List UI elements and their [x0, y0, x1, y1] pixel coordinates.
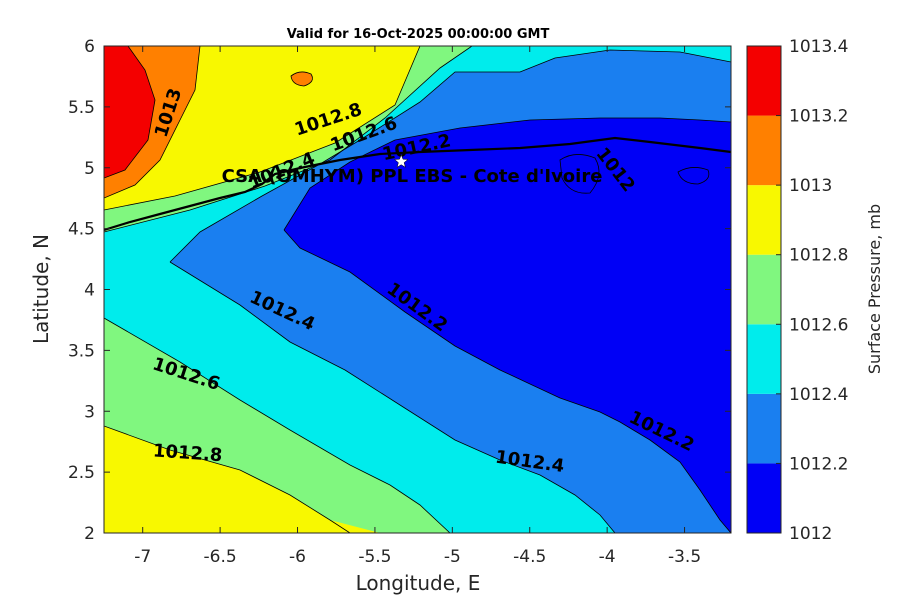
colorbar: 1012 1012.2 1012.4 1012.6 1012.8 1013 1013.2 10… [746, 37, 848, 544]
colorbar-tick-label: 1012.4 [789, 385, 848, 405]
colorbar-segment [747, 185, 781, 255]
contour-line-blob [290, 71, 313, 87]
colorbar-tick-label: 1013.2 [789, 107, 848, 127]
y-tick-label: 5.5 [68, 98, 95, 118]
x-tick-label: -4 [599, 547, 616, 567]
x-axis-ticks: -7 -6.5 -6 -5.5 -5 -4.5 -4 -3.5 [134, 46, 701, 567]
contour-line-1012-2-south [283, 229, 731, 533]
x-tick-label: -3.5 [668, 547, 701, 567]
colorbar-tick-label: 1012.8 [789, 246, 848, 266]
colorbar-segment [747, 324, 781, 394]
band-1012-0 [284, 118, 731, 533]
contour-line-1013 [104, 46, 201, 199]
x-tick-label: -5.5 [358, 547, 391, 567]
contour-line-1012-4-south [169, 261, 616, 533]
chart-title: Valid for 16-Oct-2025 00:00:00 GMT [287, 27, 550, 42]
y-tick-label: 4 [84, 281, 95, 301]
x-tick-label: -6.5 [204, 547, 237, 567]
colorbar-tick-label: 1013 [789, 176, 832, 196]
colorbar-frame [746, 45, 782, 534]
colorbar-segment [747, 115, 781, 186]
contour-line-low-1 [559, 154, 600, 194]
band-1013-0-blob [291, 71, 313, 86]
y-tick-label: 5 [84, 159, 95, 179]
contour-line-1012-2 [283, 117, 731, 231]
coastline [104, 136, 731, 232]
contour-line-1012-6-south [104, 317, 451, 533]
y-tick-label: 3 [84, 402, 95, 422]
x-tick-label: -5 [444, 547, 461, 567]
contour-line-1012-8 [104, 46, 421, 211]
station-marker [393, 154, 409, 168]
station-label: CSA (OMHYM) PPL EBS - Cote d'Ivoire [222, 166, 603, 187]
x-tick-label: -4.5 [513, 547, 546, 567]
band-1013-2 [104, 46, 155, 178]
contour-line-1012-6-north [104, 46, 473, 233]
contour-lines [104, 46, 731, 533]
colorbar-label: Surface Pressure, mb [865, 204, 884, 374]
colorbar-tick-label: 1012.2 [789, 454, 848, 474]
colorbar-tick-label: 1012.6 [789, 315, 848, 335]
x-tick-label: -6 [289, 547, 306, 567]
y-tick-label: 3.5 [68, 341, 95, 361]
colorbar-tick-label: 1012 [789, 524, 832, 544]
x-axis-label: Longitude, E [356, 571, 481, 595]
colorbar-tick-label: 1013.4 [789, 37, 848, 57]
contour-line-1013-2 [104, 46, 156, 179]
contour-line-1012-8-south [104, 425, 351, 533]
station-star-icon [393, 154, 409, 168]
contour-line-low-2 [677, 167, 710, 185]
y-tick-label: 4.5 [68, 220, 95, 240]
y-tick-label: 2 [84, 524, 95, 544]
colorbar-segment [747, 463, 781, 533]
y-axis-label: Latitude, N [29, 234, 53, 344]
contour-label: 1012.8 [152, 440, 223, 466]
y-tick-label: 6 [84, 37, 95, 57]
plot-area [104, 46, 731, 533]
colorbar-segment [747, 393, 781, 464]
x-tick-label: -7 [134, 547, 151, 567]
colorbar-segment [747, 254, 781, 325]
contour-line-1012-4-north [169, 49, 731, 263]
y-axis-ticks: 2 2.5 3 3.5 4 4.5 5 5.5 6 [68, 37, 731, 544]
colorbar-segment [747, 46, 781, 116]
y-tick-label: 2.5 [68, 463, 95, 483]
